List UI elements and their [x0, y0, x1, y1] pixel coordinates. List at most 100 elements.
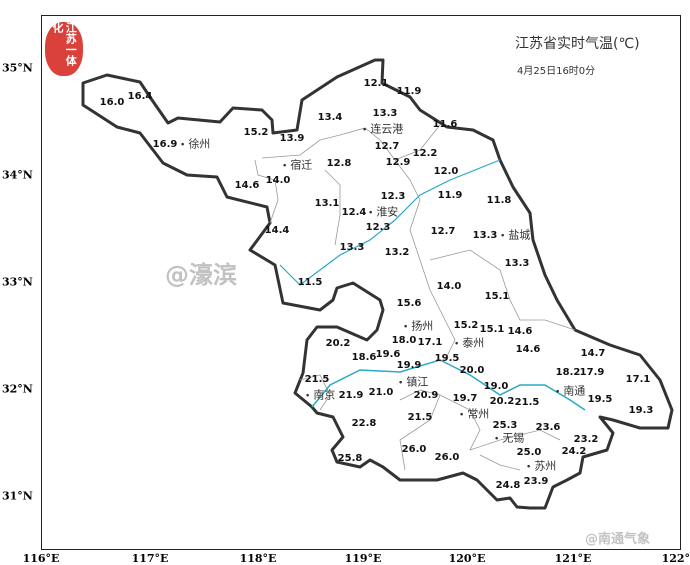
temperature-value: 15.6 — [396, 298, 422, 309]
city-label: 镇江 — [398, 376, 428, 391]
temperature-value: 19.5 — [587, 394, 613, 405]
logo-text: 江苏一体化 — [51, 22, 78, 66]
temperature-value: 13.2 — [384, 247, 410, 258]
temperature-value: 15.2 — [453, 320, 479, 331]
temperature-value: 13.3 — [472, 230, 498, 241]
temperature-value: 11.9 — [437, 190, 463, 201]
temperature-value: 19.9 — [396, 360, 422, 371]
longitude-label: 121°E — [554, 552, 592, 565]
temperature-value: 17.1 — [417, 337, 443, 348]
temperature-value: 14.6 — [515, 344, 541, 355]
temperature-value: 14.0 — [265, 175, 291, 186]
longitude-label: 119°E — [344, 552, 382, 565]
longitude-label: 120°E — [448, 552, 486, 565]
city-label: 南通 — [555, 385, 585, 400]
temperature-value: 14.4 — [264, 225, 290, 236]
temperature-value: 11.8 — [486, 195, 512, 206]
province-boundary — [81, 58, 674, 510]
temperature-value: 20.2 — [489, 396, 515, 407]
latitude-label: 33°N — [2, 275, 33, 289]
temperature-value: 18.0 — [391, 335, 417, 346]
temperature-value: 15.1 — [484, 291, 510, 302]
temperature-value: 11.9 — [396, 86, 422, 97]
temperature-value: 26.0 — [434, 452, 460, 463]
temperature-value: 24.2 — [561, 446, 587, 457]
city-label: 宿迁 — [282, 159, 312, 174]
temperature-value: 12.9 — [385, 157, 411, 168]
temperature-value: 14.6 — [507, 326, 533, 337]
yangtze-river — [311, 359, 586, 411]
city-label: 南京 — [305, 389, 335, 404]
temperature-value: 12.1 — [363, 78, 389, 89]
temperature-value: 25.3 — [492, 420, 518, 431]
temperature-value: 16.0 — [99, 97, 125, 108]
longitude-label: 122°E — [661, 552, 690, 565]
temperature-value: 25.8 — [337, 453, 363, 464]
temperature-value: 23.6 — [535, 422, 561, 433]
temperature-value: 17.1 — [625, 374, 651, 385]
latitude-label: 35°N — [2, 61, 33, 75]
temperature-value: 16.4 — [127, 91, 153, 102]
temperature-value: 21.9 — [338, 390, 364, 401]
watermark: @南通气象 — [585, 532, 651, 547]
temperature-value: 21.5 — [304, 374, 330, 385]
temperature-value: 19.0 — [483, 381, 509, 392]
map-timestamp: 4月25日16时0分 — [517, 66, 596, 77]
temperature-value: 20.9 — [413, 390, 439, 401]
temperature-value: 18.2 — [555, 367, 581, 378]
temperature-value: 21.5 — [514, 397, 540, 408]
city-label: 无锡 — [494, 432, 524, 447]
city-label: 连云港 — [362, 123, 403, 138]
temperature-value: 12.0 — [433, 166, 459, 177]
map-title: 江苏省实时气温(℃) — [515, 36, 640, 52]
temperature-value: 26.0 — [401, 444, 427, 455]
temperature-value: 22.8 — [351, 418, 377, 429]
city-label: 扬州 — [403, 320, 433, 335]
longitude-label: 116°E — [22, 552, 60, 565]
city-label: 常州 — [459, 408, 489, 423]
temperature-value: 12.3 — [365, 222, 391, 233]
watermark: @濠滨 — [165, 261, 237, 289]
temperature-value: 14.7 — [580, 348, 606, 359]
temperature-value: 12.8 — [326, 158, 352, 169]
temperature-value: 12.7 — [374, 141, 400, 152]
longitude-label: 117°E — [131, 552, 169, 565]
city-label: 淮安 — [368, 206, 398, 221]
temperature-value: 16.9 — [152, 139, 178, 150]
city-label: 苏州 — [526, 460, 556, 475]
grand-canal — [279, 159, 501, 286]
temperature-value: 13.1 — [314, 198, 340, 209]
map-frame — [41, 15, 681, 550]
city-label: 盐城 — [500, 229, 530, 244]
temperature-value: 15.2 — [243, 127, 269, 138]
temperature-value: 24.8 — [495, 480, 521, 491]
temperature-value: 18.6 — [351, 352, 377, 363]
temperature-value: 11.6 — [432, 119, 458, 130]
temperature-value: 14.6 — [234, 180, 260, 191]
temperature-value: 13.9 — [279, 133, 305, 144]
temperature-value: 19.5 — [434, 353, 460, 364]
temperature-value: 21.0 — [368, 387, 394, 398]
temperature-value: 13.3 — [504, 258, 530, 269]
temperature-value: 13.3 — [339, 242, 365, 253]
latitude-label: 34°N — [2, 168, 33, 182]
temperature-value: 17.9 — [579, 367, 605, 378]
city-label: 徐州 — [180, 138, 210, 153]
temperature-value: 11.5 — [297, 277, 323, 288]
temperature-value: 19.6 — [375, 349, 401, 360]
temperature-value: 13.3 — [372, 108, 398, 119]
latitude-label: 31°N — [2, 489, 33, 503]
temperature-value: 14.0 — [436, 281, 462, 292]
temperature-value: 15.1 — [479, 324, 505, 335]
logo: 江苏一体化 — [45, 22, 83, 76]
latitude-label: 32°N — [2, 382, 33, 396]
temperature-value: 23.2 — [573, 434, 599, 445]
temperature-value: 12.3 — [380, 191, 406, 202]
temperature-value: 13.4 — [317, 112, 343, 123]
temperature-value: 21.5 — [407, 412, 433, 423]
temperature-value: 20.0 — [459, 365, 485, 376]
temperature-value: 25.0 — [516, 447, 542, 458]
longitude-label: 118°E — [239, 552, 277, 565]
